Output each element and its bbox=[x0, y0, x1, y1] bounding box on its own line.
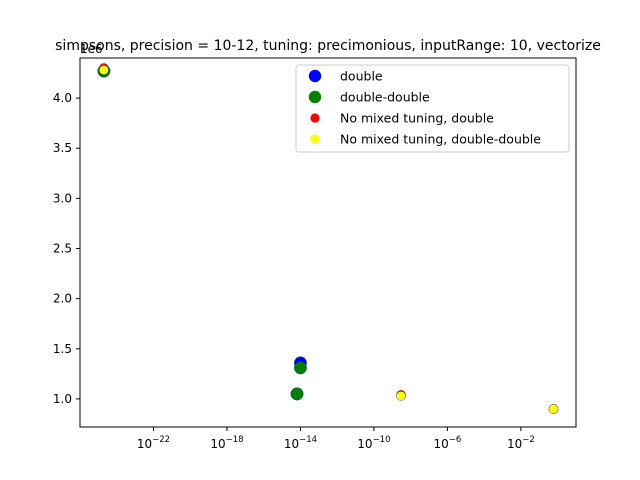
x-tick-label: 10−2 bbox=[507, 435, 535, 451]
data-point bbox=[396, 391, 406, 401]
x-tick-label: 10−6 bbox=[434, 435, 462, 451]
x-tick-label: 10−14 bbox=[284, 435, 317, 451]
plot-frame bbox=[79, 57, 577, 428]
x-tick-label: 10−22 bbox=[137, 435, 170, 451]
y-tick-label: 1.5 bbox=[53, 342, 72, 356]
legend-box bbox=[295, 64, 570, 153]
y-axis: 1.0 1.5 2.0 2.5 3.0 3.5 4.0 bbox=[53, 91, 80, 406]
legend: double double-double No mixed tuning, doub… bbox=[295, 64, 570, 153]
y-tick-label: 4.0 bbox=[53, 91, 72, 105]
y-tick-label: 1.0 bbox=[53, 392, 72, 406]
y-tick-label: 2.0 bbox=[53, 292, 72, 306]
x-tick-label: 10−18 bbox=[210, 435, 243, 451]
y-tick-label: 2.5 bbox=[53, 242, 72, 256]
legend-marker bbox=[310, 113, 320, 123]
legend-marker bbox=[308, 90, 322, 104]
data-points bbox=[97, 63, 559, 414]
data-point bbox=[290, 387, 304, 401]
legend-label: double-double bbox=[340, 90, 430, 105]
data-point bbox=[548, 404, 559, 414]
legend-label: No mixed tuning, double-double bbox=[340, 132, 541, 147]
data-point bbox=[294, 361, 307, 375]
chart-title: simpsons, precision = 10-12, tuning: pre… bbox=[55, 38, 601, 54]
y-offset-label: 1e6 bbox=[80, 42, 103, 56]
legend-marker bbox=[310, 134, 320, 144]
y-tick-label: 3.0 bbox=[53, 191, 72, 205]
x-axis: 10−22 10−18 10−14 10−10 10−6 10−2 bbox=[137, 427, 535, 451]
data-point bbox=[99, 65, 109, 75]
legend-marker bbox=[308, 69, 322, 83]
legend-label: No mixed tuning, double bbox=[340, 111, 494, 126]
legend-label: double bbox=[340, 69, 383, 84]
x-tick-label: 10−10 bbox=[357, 435, 390, 451]
y-tick-label: 3.5 bbox=[53, 141, 72, 155]
